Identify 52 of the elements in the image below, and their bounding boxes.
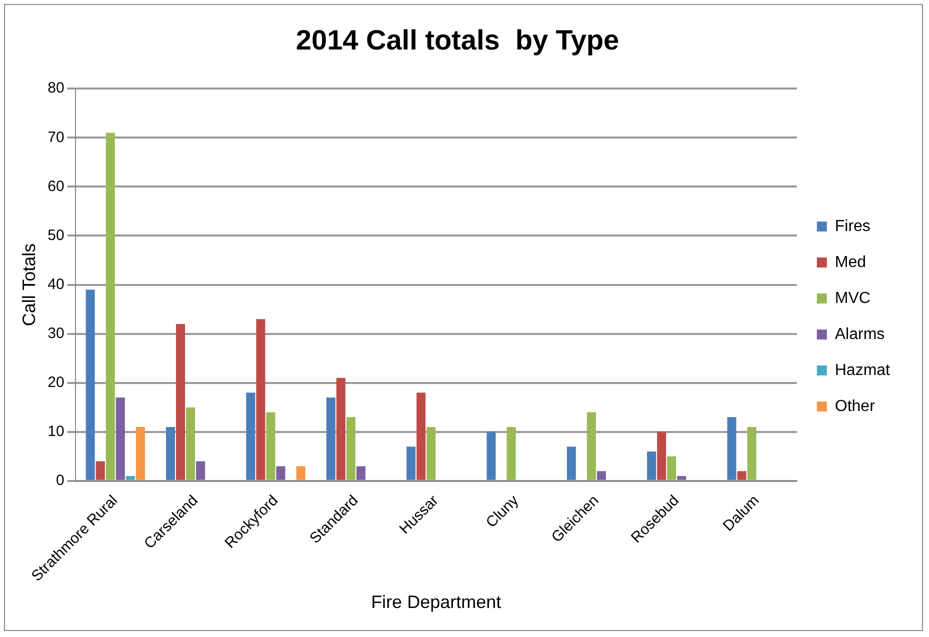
y-tick-label: 80 [48,80,64,97]
y-tick-label: 30 [48,324,64,342]
bar [727,417,736,480]
bar [737,471,746,480]
bar [126,476,135,480]
bar [596,471,606,480]
legend-label: Hazmat [834,362,891,379]
legend-label: Alarms [834,326,885,343]
bar [356,466,366,480]
bar [566,446,576,480]
bar [336,378,346,480]
y-tick-label: 10 [48,423,64,440]
y-tick-label: 20 [48,374,64,391]
bar [406,446,416,480]
bar [647,451,656,480]
bar [186,407,196,480]
bar [667,456,676,480]
y-tick-label: 60 [48,178,64,195]
bar [747,426,756,480]
bar [506,426,516,480]
bar [166,426,176,480]
bar [326,398,336,480]
bar [416,392,426,480]
bar [116,398,125,480]
bar [486,432,496,480]
bar [586,412,596,480]
bar [136,426,145,480]
bar [176,324,186,480]
legend-label: Med [834,254,866,271]
chart-title: 2014 Call totals by Type [296,24,620,56]
legend-label: Other [834,398,876,415]
bar [677,476,686,480]
bar [86,290,95,480]
bar [256,319,266,480]
legend-label: MVC [834,290,870,307]
y-tick-label: 0 [56,472,64,490]
bar [276,466,286,480]
x-axis-title: Fire Department [371,592,502,612]
bar [106,132,115,480]
y-axis-title: Call Totals [18,243,39,326]
bar [346,417,356,480]
bar [196,461,206,480]
bar [96,461,105,480]
y-tick-label: 50 [48,226,64,244]
y-tick-label: 40 [48,276,64,293]
y-tick-label: 70 [48,128,64,146]
bar [266,412,276,480]
legend-label: Fires [834,218,870,235]
bar [657,432,666,480]
bar [296,466,306,480]
bar [426,426,436,480]
bar [246,392,256,480]
